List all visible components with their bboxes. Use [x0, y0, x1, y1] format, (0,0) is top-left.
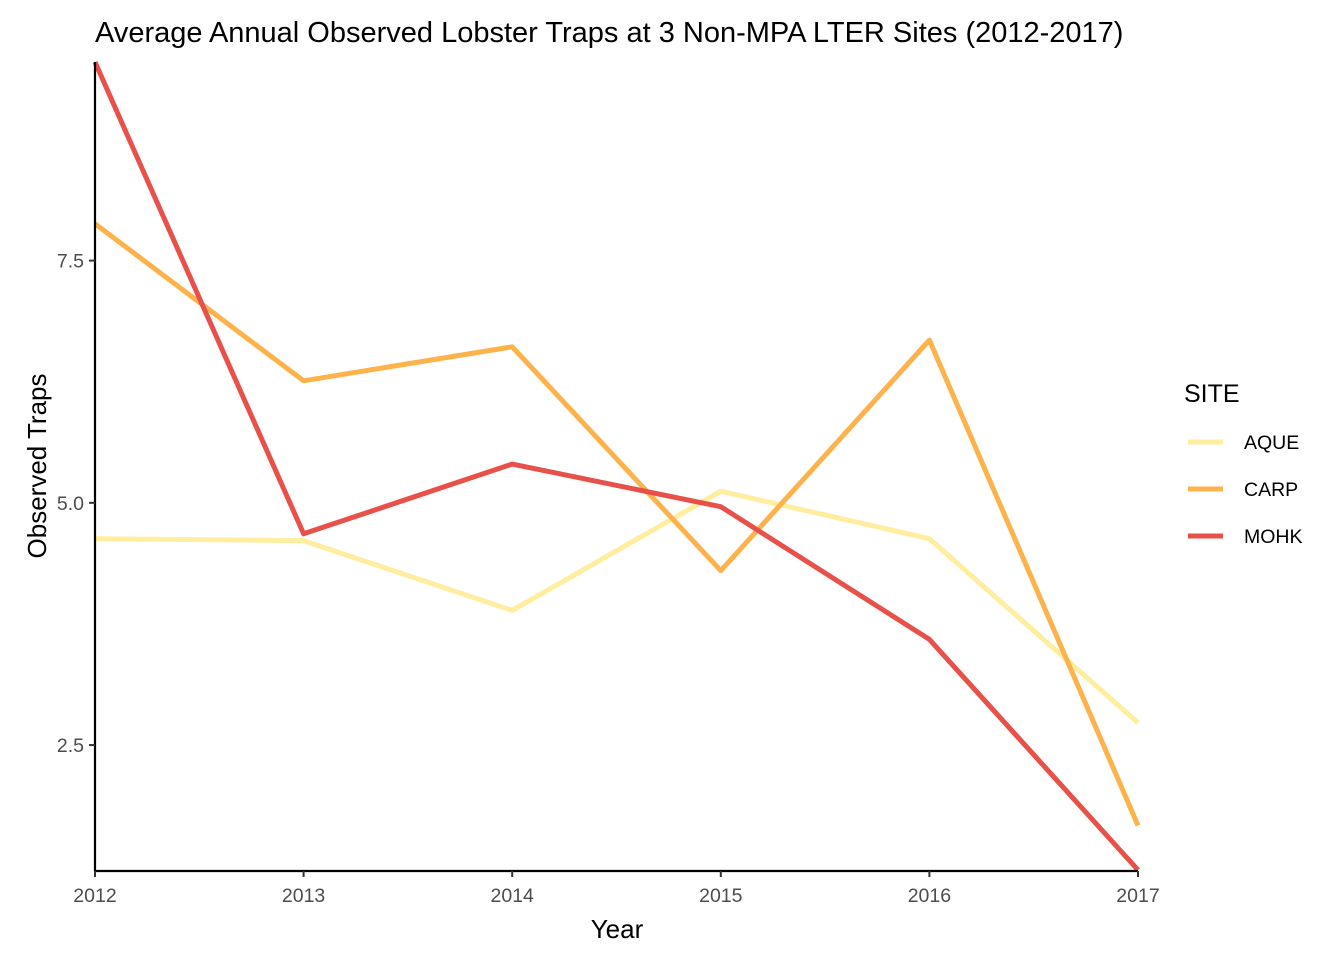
y-tick-label: 2.5: [57, 735, 84, 757]
chart-title: Average Annual Observed Lobster Traps at…: [95, 17, 1123, 49]
y-tick-label: 5.0: [57, 493, 84, 515]
x-tick-label: 2017: [1116, 885, 1159, 907]
legend-items: AQUE CARP MOHK: [1188, 432, 1303, 548]
legend-label-carp: CARP: [1244, 479, 1298, 501]
x-axis-title: Year: [591, 914, 644, 944]
legend-title: SITE: [1184, 380, 1240, 408]
series-line-aque: [94, 488, 1140, 725]
series-layer: [92, 60, 1141, 872]
y-axis-title: Observed Traps: [22, 374, 52, 559]
x-tick-label: 2012: [73, 885, 116, 907]
legend-label-aque: AQUE: [1244, 432, 1299, 454]
x-tick-label: 2015: [699, 885, 743, 907]
series-line-mohk: [92, 60, 1140, 872]
y-tick-label: 7.5: [57, 251, 84, 273]
legend-label-mohk: MOHK: [1244, 526, 1303, 548]
series-line-carp: [93, 221, 1141, 827]
x-tick-label: 2013: [282, 885, 325, 907]
y-axis-ticks: 2.5 5.0 7.5: [57, 251, 95, 757]
x-tick-label: 2016: [908, 885, 951, 907]
x-axis-ticks: 2012 2013 2014 2015 2016 2017: [73, 871, 1160, 907]
x-tick-label: 2014: [491, 885, 535, 907]
legend: SITE AQUE CARP MOHK: [1184, 380, 1303, 548]
